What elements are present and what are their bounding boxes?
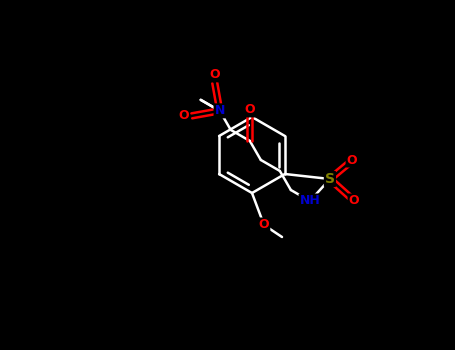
Text: O: O	[209, 68, 220, 81]
Text: O: O	[259, 218, 269, 231]
Text: O: O	[178, 109, 189, 122]
Text: O: O	[347, 154, 357, 167]
Text: S: S	[325, 172, 335, 186]
Text: O: O	[244, 103, 255, 117]
Text: O: O	[349, 195, 359, 208]
Text: N: N	[215, 104, 225, 117]
Text: NH: NH	[299, 195, 320, 208]
